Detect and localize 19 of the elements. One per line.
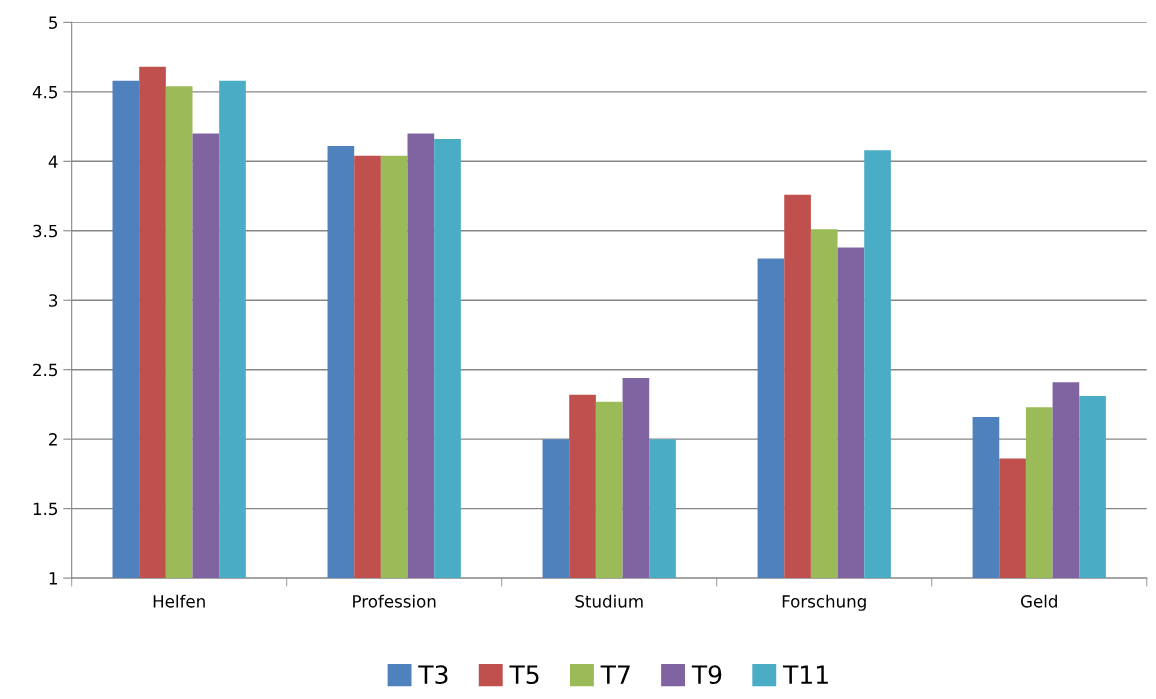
x-tick-label: Forschung (782, 594, 866, 611)
legend-label: T3 (418, 665, 448, 685)
y-tick-label: 1.5 (33, 502, 58, 516)
legend-label: T9 (691, 665, 722, 685)
y-tick-label: 4.5 (32, 86, 58, 99)
y-tick-label: 4 (48, 155, 58, 168)
y-tick-label: 1 (49, 572, 57, 585)
legend-label: T11 (782, 665, 828, 684)
y-tick-label: 2 (49, 433, 57, 446)
y-tick-label: 5 (49, 16, 58, 29)
legend-label: T5 (509, 665, 539, 685)
x-tick-label: Helfen (153, 594, 205, 608)
x-tick-label: Geld (1020, 594, 1057, 608)
y-tick-label: 2.5 (33, 363, 58, 377)
y-tick-label: 3.5 (33, 224, 58, 238)
x-tick-label: Profession (353, 594, 436, 608)
y-tick-label: 3 (49, 294, 58, 307)
legend-label: T7 (600, 665, 630, 684)
x-tick-label: Studium (575, 594, 643, 608)
